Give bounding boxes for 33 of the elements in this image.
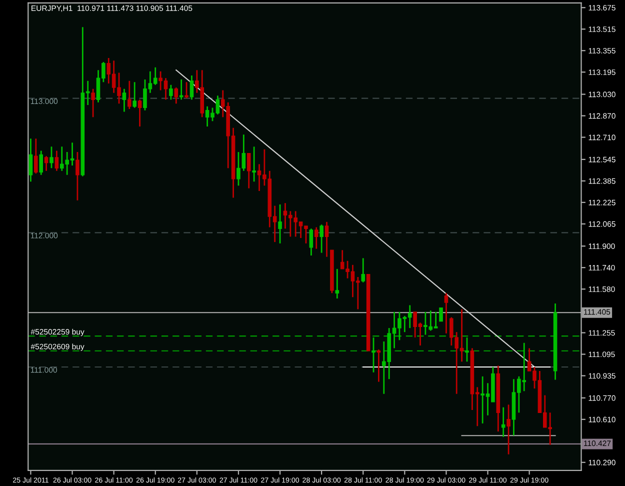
candlestick [252,146,256,182]
candlestick [444,292,448,334]
candlestick [132,81,137,108]
candlestick [39,150,44,176]
candlestick [44,155,48,172]
candlestick [278,204,282,244]
candlestick [372,336,376,374]
candlestick [127,80,132,110]
candlestick [439,308,443,322]
candlestick [506,404,510,456]
candlestick [376,348,381,382]
candlestick [335,268,340,300]
candlestick [179,78,184,100]
candlestick [465,336,469,362]
candlestick [76,151,80,202]
candlestick [501,406,506,438]
candlestick [314,226,318,250]
candlestick [138,98,142,128]
candlestick [309,228,314,256]
candlestick [50,146,54,169]
candlestick [174,86,178,104]
candlestick [246,152,251,190]
candlestick [91,88,95,118]
candlestick [169,84,173,100]
candlestick [122,88,126,112]
candlestick [190,74,194,100]
candlestick [320,224,324,254]
candlestick [28,138,33,182]
candlestick [54,150,59,172]
candlestick [184,81,188,99]
candlestick [361,257,366,284]
candlestick [324,221,329,258]
candlestick [34,138,38,174]
